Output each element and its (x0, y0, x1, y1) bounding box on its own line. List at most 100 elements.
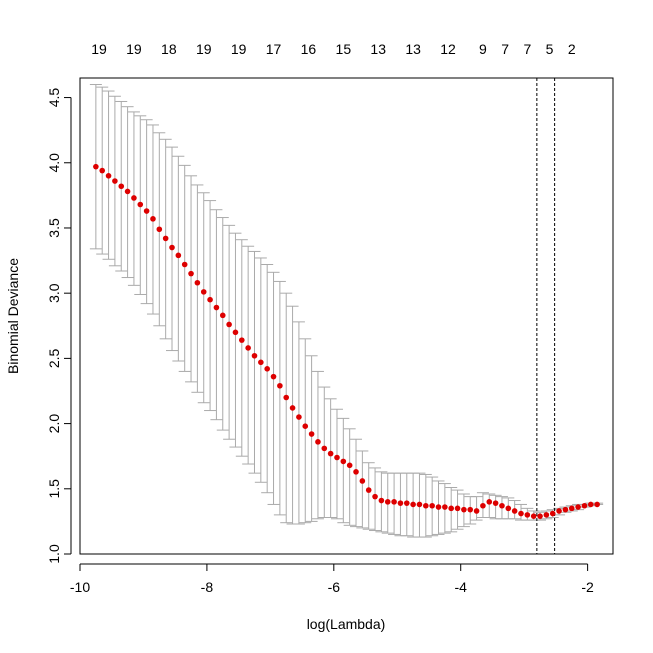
deviance-point (594, 501, 600, 508)
deviance-point (492, 500, 499, 506)
error-bar (242, 245, 255, 465)
deviance-point (112, 178, 118, 184)
deviance-point (302, 423, 309, 429)
deviance-point (568, 505, 575, 512)
y-tick-label: 3.0 (46, 283, 62, 303)
error-bar (229, 232, 242, 448)
y-tick-label: 2.0 (46, 414, 62, 434)
error-bar (337, 417, 350, 524)
deviance-point (175, 252, 182, 259)
deviance-point (131, 195, 137, 201)
deviance-point (543, 512, 550, 518)
error-bar (362, 462, 375, 530)
deviance-point (391, 499, 397, 505)
top-axis-count-label: 12 (440, 41, 456, 57)
deviance-point (346, 462, 353, 469)
top-axis-count-label: 15 (336, 41, 352, 57)
deviance-point (454, 505, 461, 512)
deviance-point (530, 513, 537, 519)
deviance-point (245, 345, 251, 351)
deviance-point (442, 504, 448, 510)
deviance-point (448, 505, 454, 512)
error-bar (292, 321, 305, 525)
deviance-point (384, 499, 391, 505)
deviance-point (416, 501, 423, 508)
x-tick-label: -2 (581, 579, 594, 595)
deviance-point (181, 261, 188, 268)
deviance-point (461, 506, 467, 513)
deviance-point (435, 504, 442, 510)
x-tick-label: -8 (201, 579, 214, 595)
deviance-point (93, 163, 99, 170)
top-axis-count-label: 7 (501, 41, 509, 57)
deviance-point (359, 478, 366, 484)
deviance-point (239, 337, 245, 343)
deviance-point (219, 312, 226, 319)
error-bar (267, 271, 280, 505)
top-axis-count-label: 19 (196, 41, 212, 57)
deviance-point (581, 502, 588, 509)
error-bar (216, 217, 229, 431)
deviance-point (353, 469, 359, 475)
top-axis-counts: 19 19 18 19 19 17 16 15 13 13 12 9 7 7 5 2 (91, 41, 576, 57)
error-bar (280, 292, 293, 524)
deviance-point (378, 497, 385, 504)
deviance-point (429, 502, 435, 509)
deviance-point (473, 508, 480, 514)
deviance-point (587, 501, 594, 508)
deviance-point (232, 329, 239, 336)
deviance-point (194, 279, 201, 286)
y-tick-label: 4.5 (46, 88, 62, 108)
deviance-point (188, 270, 194, 277)
top-axis-count-label: 2 (568, 41, 576, 57)
top-axis-count-label: 13 (405, 41, 421, 57)
deviance-point (340, 458, 347, 465)
deviance-point (397, 500, 404, 506)
deviance-point (213, 304, 220, 311)
error-bar (286, 305, 299, 525)
error-bar (172, 155, 185, 362)
deviance-point (499, 502, 505, 509)
error-bar (299, 338, 312, 524)
error-bar (311, 370, 324, 520)
deviance-point (518, 510, 524, 517)
error-bar (178, 164, 191, 372)
deviance-point (283, 394, 290, 401)
deviance-point (251, 352, 258, 359)
y-axis: 1.0 1.5 2.0 2.5 3.0 3.5 4.0 4.5 (46, 88, 72, 564)
deviance-point (150, 216, 156, 222)
error-bar (273, 280, 286, 516)
deviance-point (99, 167, 106, 174)
x-tick-label: -4 (454, 579, 467, 595)
top-axis-count-label: 19 (91, 41, 107, 57)
deviance-point (556, 508, 562, 514)
deviance-point (562, 506, 569, 513)
deviance-point (467, 506, 474, 513)
plot-frame (79, 77, 614, 555)
deviance-point (258, 359, 264, 366)
deviance-point (162, 235, 169, 242)
top-axis-count-label: 17 (266, 41, 282, 57)
y-axis-label: Binomial Deviance (5, 258, 21, 374)
deviance-point (207, 296, 213, 303)
deviance-point (226, 321, 232, 328)
top-axis-count-label: 19 (126, 41, 142, 57)
error-bar (330, 408, 343, 520)
deviance-point (308, 431, 315, 437)
error-bar (483, 493, 496, 518)
deviance-point (200, 289, 207, 295)
top-axis-count-label: 19 (231, 41, 247, 57)
y-tick-label: 2.5 (46, 348, 62, 368)
error-bar (223, 224, 236, 440)
error-bar (343, 428, 356, 526)
top-axis-count-label: 13 (370, 41, 386, 57)
deviance-point (372, 493, 378, 500)
top-axis-count-label: 18 (161, 41, 177, 57)
deviance-point (423, 502, 429, 509)
x-tick-label: -10 (70, 579, 90, 595)
error-bar (324, 398, 337, 518)
deviance-point (296, 414, 302, 420)
deviance-point (118, 183, 125, 190)
x-axis-label: log(Lambda) (307, 616, 386, 632)
